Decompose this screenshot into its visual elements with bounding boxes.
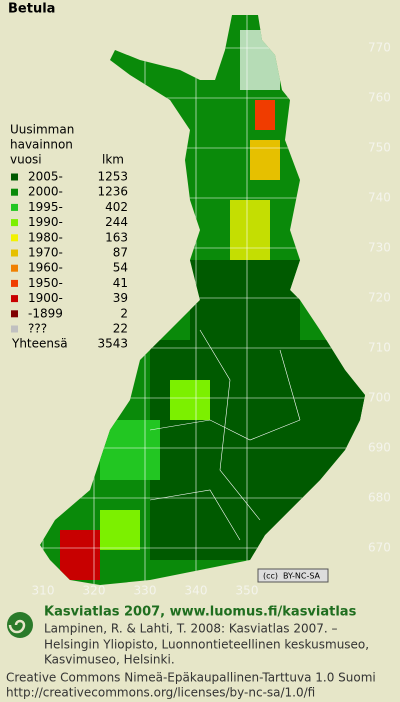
legend-swatch [11,279,18,287]
legend-count: 163 [105,230,128,244]
legend-label: 1960- [28,261,63,275]
legend-swatch [11,203,18,211]
y-tick-label: 750 [368,141,391,155]
legend-count: 2 [120,306,128,320]
legend-label: ??? [28,322,47,336]
legend-label: -1899 [28,306,63,320]
y-tick-label: 690 [368,441,391,455]
legend-swatch [11,264,18,272]
legend-swatch [11,295,18,303]
legend-count: 402 [105,200,128,214]
y-tick-label: 770 [368,41,391,55]
region-border [149,329,301,541]
legend-count: 244 [105,215,128,229]
region-fill [100,420,160,480]
legend-swatch [11,173,18,181]
legend-label: 2005- [28,170,63,184]
legend-label: 1950- [28,276,63,290]
legend-total: 3543 [97,337,128,351]
legend-swatch [11,234,18,242]
legend-heading: Uusimman [10,123,74,137]
badge-text: BY-NC-SA [283,572,321,581]
legend-label: 2000- [28,185,63,199]
license-badge: (cc) BY-NC-SA [257,568,329,583]
legend-count: 1253 [97,170,128,184]
region-fill [190,260,300,340]
legend-count: 41 [113,276,128,290]
y-tick-label: 710 [368,341,391,355]
legend-label: 1990- [28,215,63,229]
region-fill [255,100,275,130]
legend-swatch [11,249,18,257]
license-line: Creative Commons Nimeä-Epäkaupallinen-Ta… [6,671,376,685]
region-fill [250,140,280,180]
footer-logo [7,612,33,638]
logo-spiral [8,619,26,634]
legend-swatch [11,310,18,318]
y-tick-label: 700 [368,391,391,405]
citation-line: Helsingin Yliopisto, Luonnontieteellinen… [44,638,369,652]
region-fill [170,380,210,420]
region-fill [150,340,365,560]
region-fill [240,30,280,90]
badge-cc: (cc) [263,572,278,581]
y-tick-label: 760 [368,91,391,105]
footer-heading: Kasviatlas 2007, www.luomus.fi/kasviatla… [44,605,357,620]
license-line: http://creativecommons.org/licenses/by-n… [6,686,315,700]
legend-heading: havainnon [10,138,73,152]
legend-label: 1970- [28,246,63,260]
legend-label: 1980- [28,230,63,244]
region-fill [230,200,270,260]
citation-line: Kasvimuseo, Helsinki. [44,653,175,667]
x-tick-label: 320 [83,584,106,598]
legend-swatch [11,188,18,196]
legend-total-label: Yhteensä [11,337,68,351]
map-title: Betula [8,2,55,17]
y-tick-label: 720 [368,291,391,305]
y-tick-label: 670 [368,541,391,555]
y-tick-label: 730 [368,241,391,255]
legend-swatch [11,325,18,333]
region-fill [100,510,140,550]
y-tick-label: 680 [368,491,391,505]
legend-swatch [11,219,18,227]
x-tick-label: 340 [185,584,208,598]
legend-count: 1236 [97,185,128,199]
legend-count: 87 [113,246,128,260]
legend-label: 1900- [28,291,63,305]
x-tick-label: 330 [134,584,157,598]
y-tick-label: 740 [368,191,391,205]
badge-box [257,568,329,583]
region-fill [60,530,100,580]
legend-label: 1995- [28,200,63,214]
legend-count-heading: lkm [102,153,124,167]
legend-count: 22 [113,322,128,336]
x-tick-label: 310 [32,584,55,598]
legend-heading: vuosi [10,153,42,167]
legend-count: 54 [113,261,128,275]
legend-count: 39 [113,291,128,305]
citation-line: Lampinen, R. & Lahti, T. 2008: Kasviatla… [44,622,338,636]
x-tick-label: 350 [236,584,259,598]
